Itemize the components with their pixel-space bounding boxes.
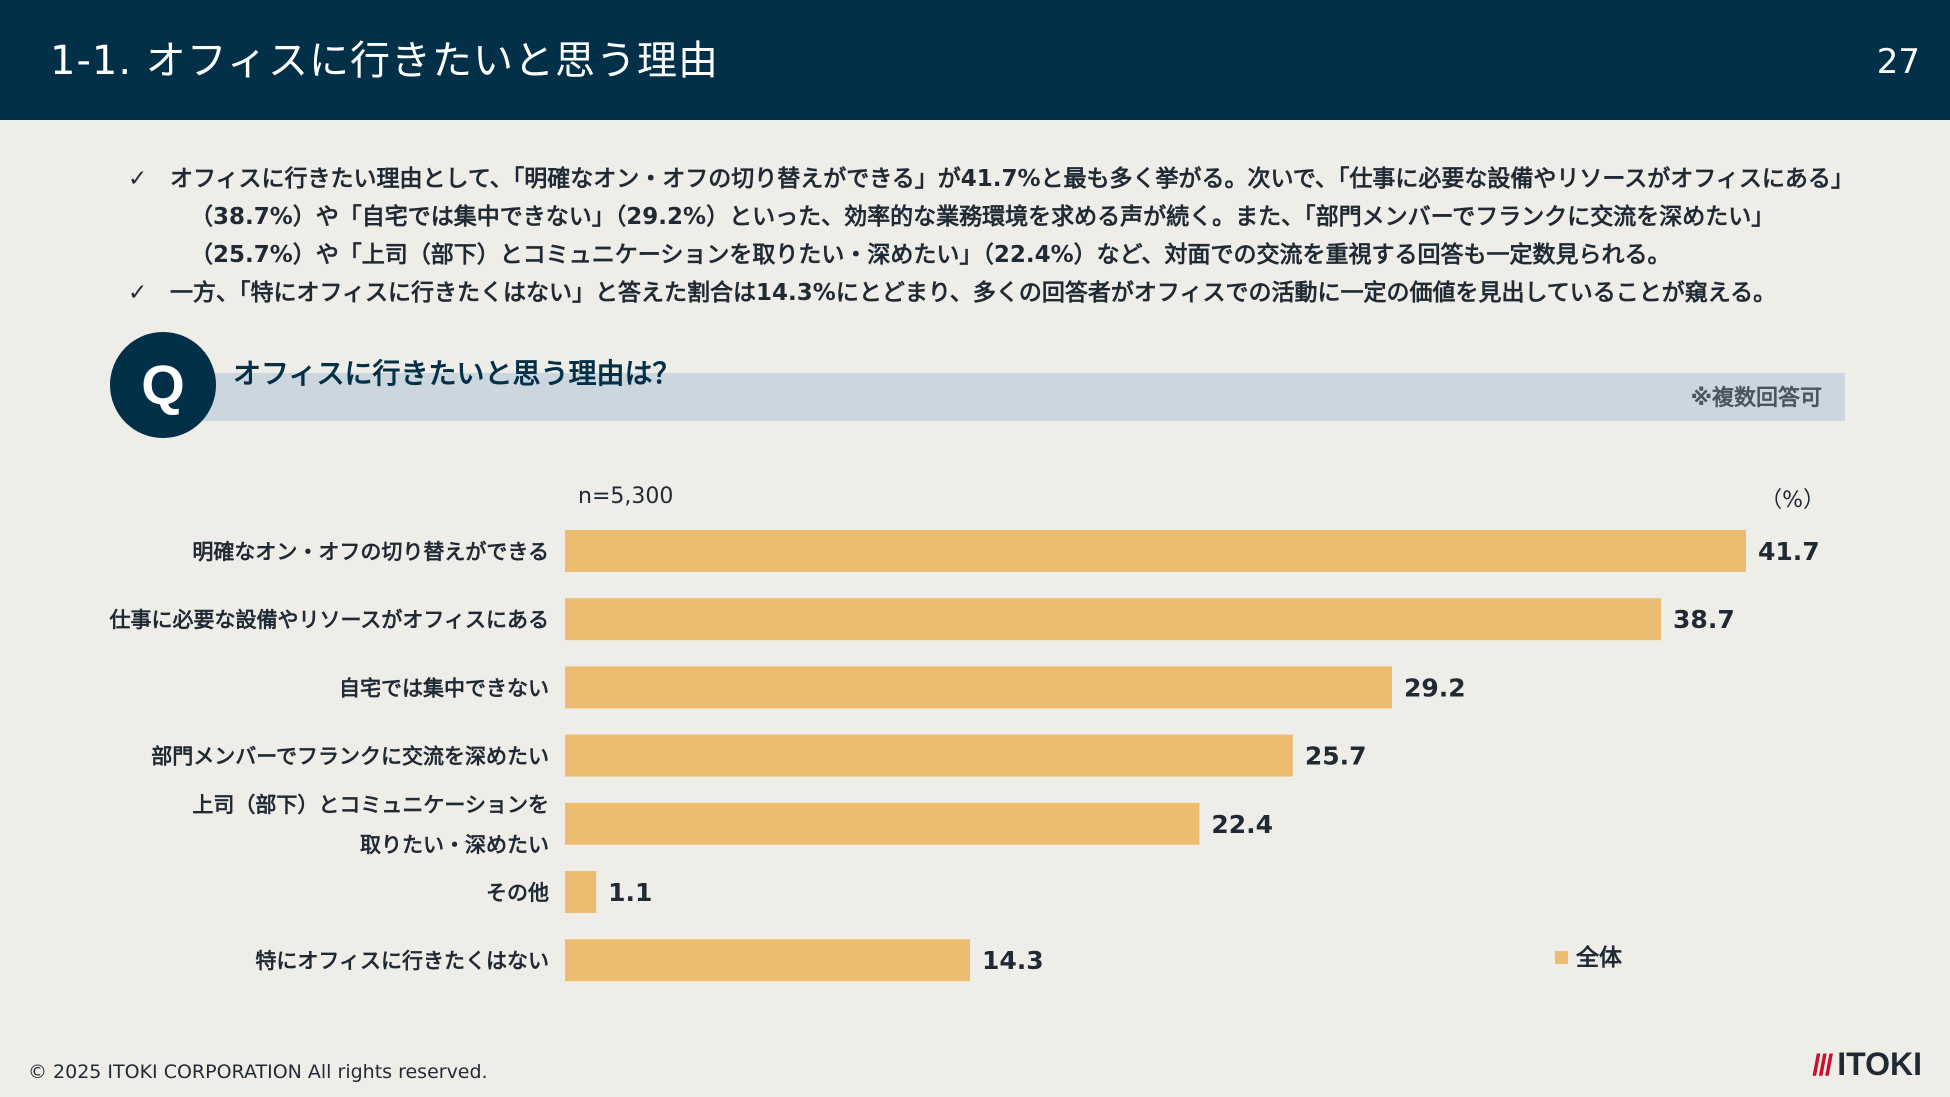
category-label: 自宅では集中できない bbox=[339, 676, 549, 700]
category-label: 明確なオン・オフの切り替えができる bbox=[192, 540, 549, 564]
chart-legend: 全体 bbox=[1555, 938, 1622, 972]
bullet-item: ✓ 一方、「特にオフィスに行きたくはない」と答えた割合は14.3%にとどまり、多… bbox=[128, 274, 1908, 312]
bullet-line: （38.7%）や「自宅では集中できない」（29.2%）といった、効率的な業務環境… bbox=[190, 204, 1775, 230]
logo-text: ITOKI bbox=[1837, 1046, 1922, 1082]
bar bbox=[565, 939, 970, 982]
data-label: 14.3 bbox=[982, 946, 1044, 975]
slide-header: 1-1. オフィスに行きたいと思う理由 27 bbox=[0, 0, 1950, 120]
data-label: 38.7 bbox=[1673, 605, 1735, 634]
bar bbox=[565, 530, 1746, 572]
data-label: 41.7 bbox=[1758, 537, 1820, 566]
bullet-item: ✓ オフィスに行きたい理由として、「明確なオン・オフの切り替えができる」が41.… bbox=[128, 160, 1908, 274]
category-label: その他 bbox=[486, 881, 549, 905]
check-icon: ✓ bbox=[128, 280, 148, 306]
bar bbox=[565, 734, 1293, 777]
bullet-line: （25.7%）や「上司（部下）とコミュニケーションを取りたい・深めたい」（22.… bbox=[190, 242, 1671, 268]
unit-label: （%） bbox=[1760, 488, 1825, 513]
data-label: 22.4 bbox=[1211, 810, 1273, 839]
legend-label: 全体 bbox=[1576, 945, 1622, 971]
summary-bullets: ✓ オフィスに行きたい理由として、「明確なオン・オフの切り替えができる」が41.… bbox=[128, 160, 1908, 312]
question-badge: Q bbox=[110, 332, 216, 438]
sample-size-label: n=5,300 bbox=[578, 484, 674, 509]
category-label: 仕事に必要な設備やリソースがオフィスにある bbox=[108, 608, 549, 632]
category-label: 上司（部下）とコミュニケーションを bbox=[192, 793, 549, 817]
multiple-answer-note: ※複数回答可 bbox=[1690, 386, 1822, 411]
check-icon: ✓ bbox=[128, 166, 148, 192]
bar bbox=[565, 666, 1392, 709]
category-label: 取りたい・深めたい bbox=[360, 833, 549, 857]
question-title: オフィスに行きたいと思う理由は？ bbox=[233, 357, 681, 390]
logo-mark-icon: /// bbox=[1812, 1049, 1833, 1082]
data-label: 25.7 bbox=[1305, 742, 1367, 771]
bar bbox=[565, 802, 1200, 845]
question-banner bbox=[150, 373, 1845, 421]
bar bbox=[565, 598, 1662, 641]
page-number: 27 bbox=[1876, 42, 1920, 82]
bar bbox=[565, 871, 597, 913]
bullet-line: オフィスに行きたい理由として、「明確なオン・オフの切り替えができる」が41.7%… bbox=[170, 166, 1854, 192]
category-label: 部門メンバーでフランクに交流を深めたい bbox=[151, 745, 549, 769]
copyright-notice: © 2025 ITOKI CORPORATION All rights rese… bbox=[28, 1061, 488, 1083]
data-label: 29.2 bbox=[1404, 673, 1466, 702]
category-label: 特にオフィスに行きたくはない bbox=[255, 949, 549, 973]
company-logo: ///ITOKI bbox=[1812, 1046, 1922, 1083]
legend-swatch bbox=[1555, 951, 1568, 964]
slide-title: 1-1. オフィスに行きたいと思う理由 bbox=[50, 38, 719, 84]
data-label: 1.1 bbox=[608, 878, 652, 907]
bullet-line: 一方、「特にオフィスに行きたくはない」と答えた割合は14.3%にとどまり、多くの… bbox=[170, 280, 1777, 306]
